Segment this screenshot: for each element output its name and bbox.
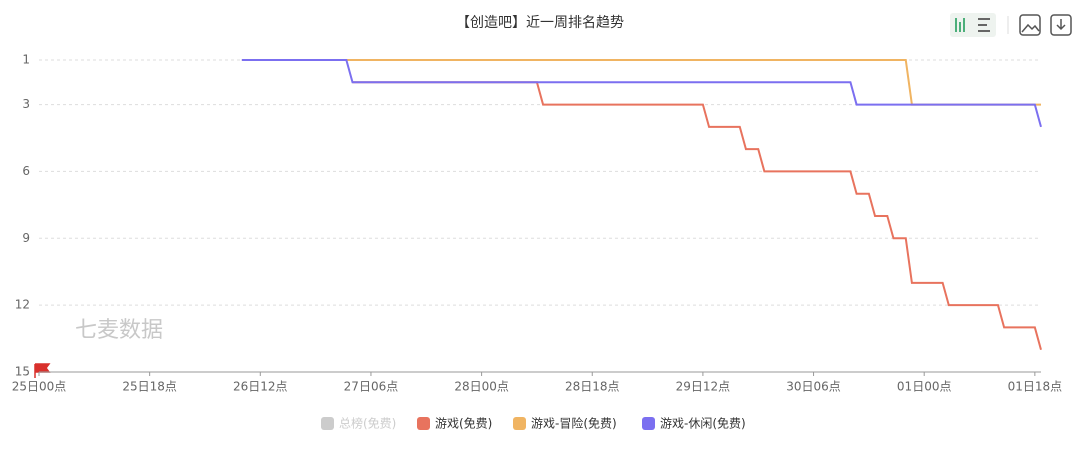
legend-label: 游戏-冒险(免费) [531,416,617,431]
chart-title: 【创造吧】近一周排名趋势 [456,15,624,31]
legend-swatch [321,417,334,430]
x-tick-label: 01日18点 [1008,380,1063,394]
image-icon-detail [1021,23,1040,33]
legend-item[interactable]: 游戏(免费) [417,416,492,431]
x-tick-label: 28日00点 [454,380,509,394]
y-tick-label: 9 [22,231,30,245]
legend-swatch [417,417,430,430]
x-tick-label: 01日00点 [897,380,952,394]
legend-label: 游戏(免费) [435,416,492,431]
image-icon[interactable] [1019,14,1041,36]
y-tick-label: 3 [22,97,30,111]
x-tick-label: 28日18点 [565,380,620,394]
series-line [352,81,1042,350]
watermark: 七麦数据 [75,318,163,343]
y-tick-label: 12 [15,298,30,312]
download-icon[interactable] [1050,14,1072,36]
legend-item[interactable]: 总榜(免费) [321,416,396,431]
x-tick-label: 25日18点 [122,380,177,394]
y-tick-label: 6 [22,164,30,178]
download-icon-detail [1056,19,1066,31]
legend-swatch [642,417,655,430]
list-icon [978,18,990,32]
toolbar[interactable] [950,13,1072,37]
flag-icon [34,363,51,378]
y-tick-label: 15 [15,365,30,379]
legend-item[interactable]: 游戏-休闲(免费) [642,416,746,431]
x-tick-label: 27日06点 [344,380,399,394]
legend-label: 游戏-休闲(免费) [660,416,746,431]
y-tick-label: 1 [22,53,30,67]
legend-label: 总榜(免费) [339,416,396,431]
bar-icon [955,18,965,32]
x-tick-label: 30日06点 [786,380,841,394]
series-line [241,59,1042,128]
x-tick-label: 26日12点 [233,380,288,394]
x-tick-label: 29日12点 [676,380,731,394]
legend-item[interactable]: 游戏-冒险(免费) [513,416,617,431]
legend-swatch [513,417,526,430]
x-tick-label: 25日00点 [12,380,67,394]
